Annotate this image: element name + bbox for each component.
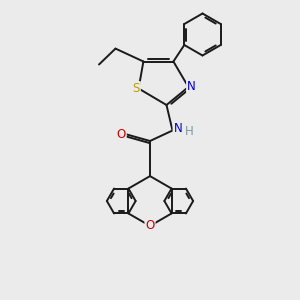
- Text: S: S: [133, 82, 140, 95]
- Text: N: N: [173, 122, 182, 135]
- Text: H: H: [184, 124, 194, 138]
- Text: N: N: [187, 80, 196, 94]
- Text: O: O: [117, 128, 126, 141]
- Text: O: O: [146, 219, 154, 232]
